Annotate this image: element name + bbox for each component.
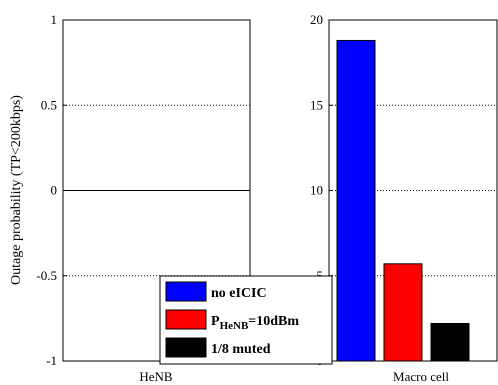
right-panel: 20151050 (310, 12, 498, 368)
legend-swatch-muted (165, 337, 207, 358)
y-tick-label: 15 (310, 97, 323, 112)
legend: no eICIC PHeNB=10dBm 1/8 muted (159, 275, 333, 365)
legend-label-p-henb: PHeNB=10dBm (211, 314, 299, 332)
legend-label-muted: 1/8 muted (211, 342, 271, 357)
axes-frame (62, 19, 251, 362)
bar-macro-2 (430, 322, 470, 362)
x-tick-label-henb: HeNB (139, 369, 173, 384)
bar-macro-0 (336, 39, 376, 362)
left-panel: 1 0.5 0 -0.5 -1 (36, 12, 251, 368)
y-tick-label: -0.5 (36, 268, 57, 283)
legend-swatch-p-henb (165, 309, 207, 330)
y-tick-label: 20 (310, 12, 323, 27)
legend-swatch-no-eicic (165, 281, 207, 302)
y-tick-label: -1 (46, 353, 57, 368)
y-axis-title: Outage probability (TP<200kbps) (9, 95, 24, 285)
axes-frame (328, 19, 498, 362)
bar-macro-1 (383, 263, 423, 362)
legend-label-p-henb-sub: HeNB (220, 320, 249, 332)
y-tick-label: 0.5 (41, 97, 57, 112)
legend-label-p-henb-rest: =10dBm (248, 314, 299, 329)
legend-label-no-eicic: no eICIC (211, 286, 267, 301)
y-tick-label: 10 (310, 183, 323, 198)
x-tick-label-macro-cell: Macro cell (393, 369, 449, 384)
y-tick-label: 0 (51, 183, 58, 198)
y-tick-label: 5 (317, 268, 324, 283)
y-tick-label: 1 (51, 12, 58, 27)
